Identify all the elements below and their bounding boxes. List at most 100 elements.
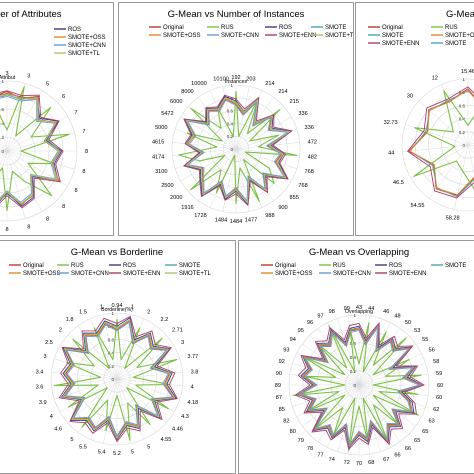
- tick-label: 8: [82, 169, 85, 175]
- series-line: [409, 89, 474, 196]
- tick-label: 215: [290, 99, 299, 105]
- legend-label: SMOTE+OSS: [68, 35, 106, 41]
- grid-spoke: [440, 84, 469, 146]
- grid-spoke: [292, 363, 360, 386]
- legend-item: SMOTE+OSS: [431, 33, 474, 39]
- tick-label: 46: [383, 309, 389, 315]
- tick-label: 8: [27, 224, 30, 230]
- legend-label: SMOTE+CNN: [71, 271, 109, 277]
- tick-label: 95: [298, 328, 304, 334]
- tick-label: 43: [356, 305, 362, 311]
- grid-spoke: [6, 83, 26, 152]
- level-label: 0.6: [108, 337, 115, 342]
- chart-panel-attributes: per of Attributes ROS SMOTE+OSS SMOTE+CNN SM…: [0, 2, 114, 236]
- tick-label: 5: [147, 445, 150, 451]
- tick-label: 80: [290, 429, 296, 435]
- tick-label: 988: [265, 213, 274, 219]
- tick-label: 56: [428, 348, 434, 354]
- tick-label: 32.73: [384, 120, 398, 126]
- grid-spoke: [467, 142, 474, 146]
- level-label: 0: [1, 149, 4, 154]
- tick-label: 8000: [181, 89, 193, 95]
- series-line: [54, 319, 178, 441]
- legend-item: SMOTE: [431, 263, 466, 269]
- tick-label: 4.6: [54, 427, 62, 433]
- legend-item: SMOTE+CNN: [207, 33, 259, 39]
- series-line: [409, 90, 474, 198]
- axis-label: Borderline(%): [101, 307, 133, 313]
- tick-label: 3: [43, 354, 46, 360]
- series-line: [185, 97, 291, 204]
- grid-spoke: [317, 328, 360, 386]
- grid-spoke: [172, 142, 237, 150]
- level-label: 1: [111, 311, 114, 316]
- tick-label: 55: [422, 337, 428, 343]
- tick-label: 92: [279, 359, 285, 365]
- legend-item: RUS: [57, 263, 84, 269]
- chart-panel-borderline: G-Mean vs Borderline Original RUS ROS SMOTE S…: [0, 240, 236, 474]
- tick-label: 0.94: [112, 303, 123, 309]
- tick-label: 62: [433, 407, 439, 413]
- tick-label: 482: [308, 155, 317, 161]
- legend-item: Original: [9, 263, 44, 269]
- tick-label: 3.9: [39, 400, 47, 406]
- grid-spoke: [116, 378, 183, 387]
- grid-spoke: [337, 384, 360, 452]
- tick-label: 1: [100, 305, 103, 311]
- level-label: 0: [230, 147, 233, 152]
- tick-label: 77: [317, 452, 323, 458]
- tick-label: 6000: [170, 99, 182, 105]
- grid-spoke: [198, 97, 237, 150]
- tick-label: 3100: [155, 169, 167, 175]
- legend-label: ROS: [279, 25, 292, 31]
- tick-label: 203: [246, 77, 255, 83]
- tick-label: 2.71: [172, 327, 183, 333]
- grid-spoke: [467, 144, 474, 175]
- legend-item: SMOTE: [165, 263, 200, 269]
- level-label: 1: [1, 79, 4, 84]
- tick-label: 4: [191, 385, 194, 391]
- legend-item: SMOTE+OSS: [261, 271, 313, 277]
- tick-label: 855: [290, 195, 299, 201]
- tick-label: 1477: [245, 217, 257, 223]
- grid-spoke: [51, 371, 118, 380]
- radar-chart-overlapping: G-Mean vs Overlapping Original RUS ROS SMOTE…: [261, 247, 466, 467]
- grid-spoke: [116, 378, 145, 440]
- level-label: 0.4: [108, 351, 115, 356]
- legend-item: RUS: [431, 25, 458, 31]
- legend-label: SMOTE+CNN: [221, 33, 259, 39]
- legend-item: ROS: [109, 263, 136, 269]
- level-label: 1: [353, 313, 356, 318]
- tick-label: 336: [304, 125, 313, 131]
- tick-label: 768: [304, 169, 313, 175]
- radar-chart-imbalance: G-Mea Original RUS SMOTE SMOTE+OSS SMOTE+ENN S…: [368, 9, 474, 221]
- legend-item: SMOTE+TL: [54, 51, 101, 57]
- legend-item: SMOTE+ENN: [368, 41, 420, 47]
- tick-label: 5000: [155, 125, 167, 131]
- legend-label: SMOTE: [179, 263, 200, 269]
- level-label: 0.2: [350, 369, 357, 374]
- tick-label: 53: [414, 328, 420, 334]
- legend-item: Original: [261, 263, 296, 269]
- tick-label: 54.55: [411, 203, 425, 209]
- tick-label: 2.2: [160, 317, 168, 323]
- level-label: 0.4: [227, 121, 234, 126]
- series-line: [178, 90, 298, 204]
- axis-label: Attribut: [0, 75, 16, 81]
- tick-label: 85: [279, 407, 285, 413]
- tick-label: 79: [298, 438, 304, 444]
- tick-label: 8: [5, 227, 8, 233]
- legend-item: ROS: [265, 25, 292, 31]
- legend-item: SMOTE+CNN: [57, 271, 109, 277]
- level-label: 0: [111, 377, 114, 382]
- tick-label: 66: [394, 452, 400, 458]
- legend-label: SMOTE: [325, 25, 346, 31]
- grid-spoke: [6, 150, 26, 219]
- level-label: 1: [230, 83, 233, 88]
- grid-spoke: [302, 343, 360, 386]
- series-line: [62, 319, 176, 439]
- tick-label: 10000: [191, 81, 207, 87]
- grid-spoke: [0, 123, 8, 152]
- tick-label: 4.55: [160, 437, 171, 443]
- level-label: 0.6: [227, 109, 234, 114]
